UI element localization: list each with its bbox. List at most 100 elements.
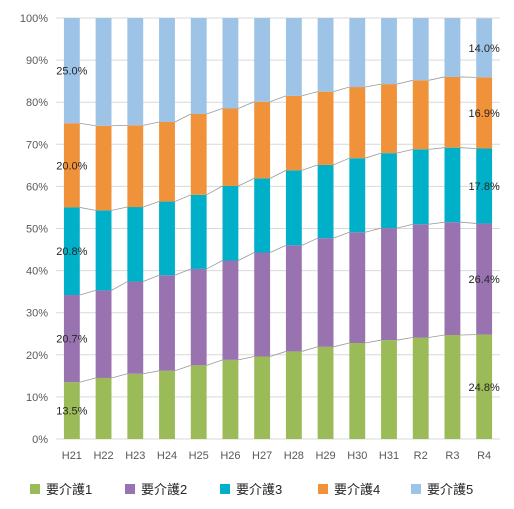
- bar-segment: [444, 222, 461, 336]
- y-tick-label: 70%: [26, 139, 48, 151]
- series-line: [365, 339, 382, 344]
- bar-segment: [381, 84, 397, 154]
- bar-segment: [159, 275, 175, 371]
- legend-swatch: [318, 484, 328, 494]
- x-tick-label: H27: [252, 450, 272, 462]
- series-line: [143, 274, 160, 282]
- x-tick-label: H21: [62, 450, 82, 462]
- bar-segment: [285, 170, 302, 246]
- data-label: 26.4%: [469, 274, 500, 286]
- series-line: [238, 252, 255, 261]
- series-line: [428, 76, 445, 81]
- bar-segment: [190, 113, 207, 195]
- y-axis-ticks: 0% 10% 20% 30% 40% 50% 60% 70% 80% 90% 100%: [20, 13, 48, 446]
- series-line: [174, 364, 191, 372]
- series-line: [238, 101, 255, 109]
- bars: [63, 18, 493, 439]
- y-tick-label: 0%: [32, 434, 48, 446]
- bar-segment: [222, 185, 239, 261]
- bar-segment: [317, 91, 334, 165]
- bar-segment: [127, 125, 144, 208]
- x-tick-label: R2: [414, 450, 428, 462]
- bar-segment: [254, 178, 271, 253]
- data-label: 25.0%: [56, 66, 87, 78]
- y-tick-label: 100%: [20, 13, 48, 25]
- bar-segment: [63, 207, 80, 296]
- series-line: [333, 231, 350, 239]
- series-line: [301, 91, 318, 97]
- bar-segment: [95, 210, 112, 291]
- series-line: [301, 237, 318, 246]
- series-line: [301, 346, 318, 352]
- y-tick-label: 50%: [26, 224, 48, 236]
- x-tick-label: H28: [284, 450, 304, 462]
- bar-segment: [190, 194, 207, 269]
- bar-segment: [127, 207, 144, 282]
- bar-segment: [285, 351, 302, 439]
- bar-segment: [222, 359, 239, 439]
- series-line: [174, 194, 191, 202]
- series-line: [365, 152, 382, 159]
- y-tick-label: 30%: [26, 308, 48, 320]
- bar-segment: [285, 95, 302, 171]
- bar-segment: [476, 77, 493, 149]
- series-line: [143, 201, 160, 208]
- legend-swatch: [411, 484, 421, 494]
- bar-segment: [285, 245, 302, 352]
- bar-segment: [444, 147, 461, 223]
- legend-label: 要介護1: [46, 482, 92, 497]
- series-line: [428, 334, 445, 338]
- series-line: [333, 157, 350, 166]
- legend-swatch: [125, 484, 135, 494]
- data-label: 17.8%: [469, 181, 500, 193]
- series-line: [79, 290, 96, 296]
- data-label: 20.7%: [56, 334, 87, 346]
- bar-segment: [95, 377, 112, 439]
- series-line: [460, 147, 477, 149]
- bar-segment: [381, 340, 397, 439]
- bar-segment: [381, 153, 397, 229]
- bar-segment: [412, 18, 429, 81]
- bar-segment: [412, 80, 429, 150]
- bar-segment: [159, 201, 175, 276]
- series-line: [238, 356, 255, 361]
- series-line: [428, 221, 445, 225]
- bar-segment: [127, 281, 144, 374]
- bar-segment: [444, 335, 461, 439]
- bar-segment: [349, 232, 366, 344]
- bar-segment: [159, 370, 175, 439]
- series-line: [206, 108, 223, 115]
- bar-segment: [285, 18, 302, 96]
- bar-segment: [254, 101, 271, 179]
- series-lines: [79, 76, 477, 383]
- bar-segment: [349, 343, 366, 439]
- y-tick-label: 40%: [26, 266, 48, 278]
- bar-segment: [412, 149, 429, 225]
- data-label: 20.0%: [56, 160, 87, 172]
- bar-segment: [222, 18, 239, 109]
- bar-segment: [381, 18, 397, 85]
- bar-segment: [127, 373, 144, 439]
- series-line: [206, 260, 223, 270]
- x-axis-ticks: H21 H22 H23 H24 H25 H26 H27 H28 H29 H30 H31 R2 R3 R4: [62, 450, 491, 462]
- x-tick-label: H29: [315, 450, 335, 462]
- series-line: [365, 83, 382, 88]
- series-line: [79, 377, 96, 383]
- bar-segment: [63, 18, 80, 124]
- series-line: [396, 79, 413, 85]
- series-line: [396, 223, 413, 229]
- x-tick-label: R4: [477, 450, 491, 462]
- series-line: [238, 178, 255, 187]
- series-line: [301, 164, 318, 171]
- y-tick-label: 80%: [26, 97, 48, 109]
- bar-segment: [95, 18, 112, 126]
- data-label: 16.9%: [469, 108, 500, 120]
- bar-segment: [254, 18, 271, 102]
- bar-segment: [476, 148, 493, 224]
- series-line: [460, 221, 477, 224]
- legend: 要介護1 要介護2 要介護3 要介護4 要介護5: [30, 482, 473, 497]
- bar-segment: [190, 18, 207, 114]
- bar-segment: [127, 18, 144, 126]
- series-line: [333, 342, 350, 348]
- legend-label: 要介護3: [236, 482, 282, 497]
